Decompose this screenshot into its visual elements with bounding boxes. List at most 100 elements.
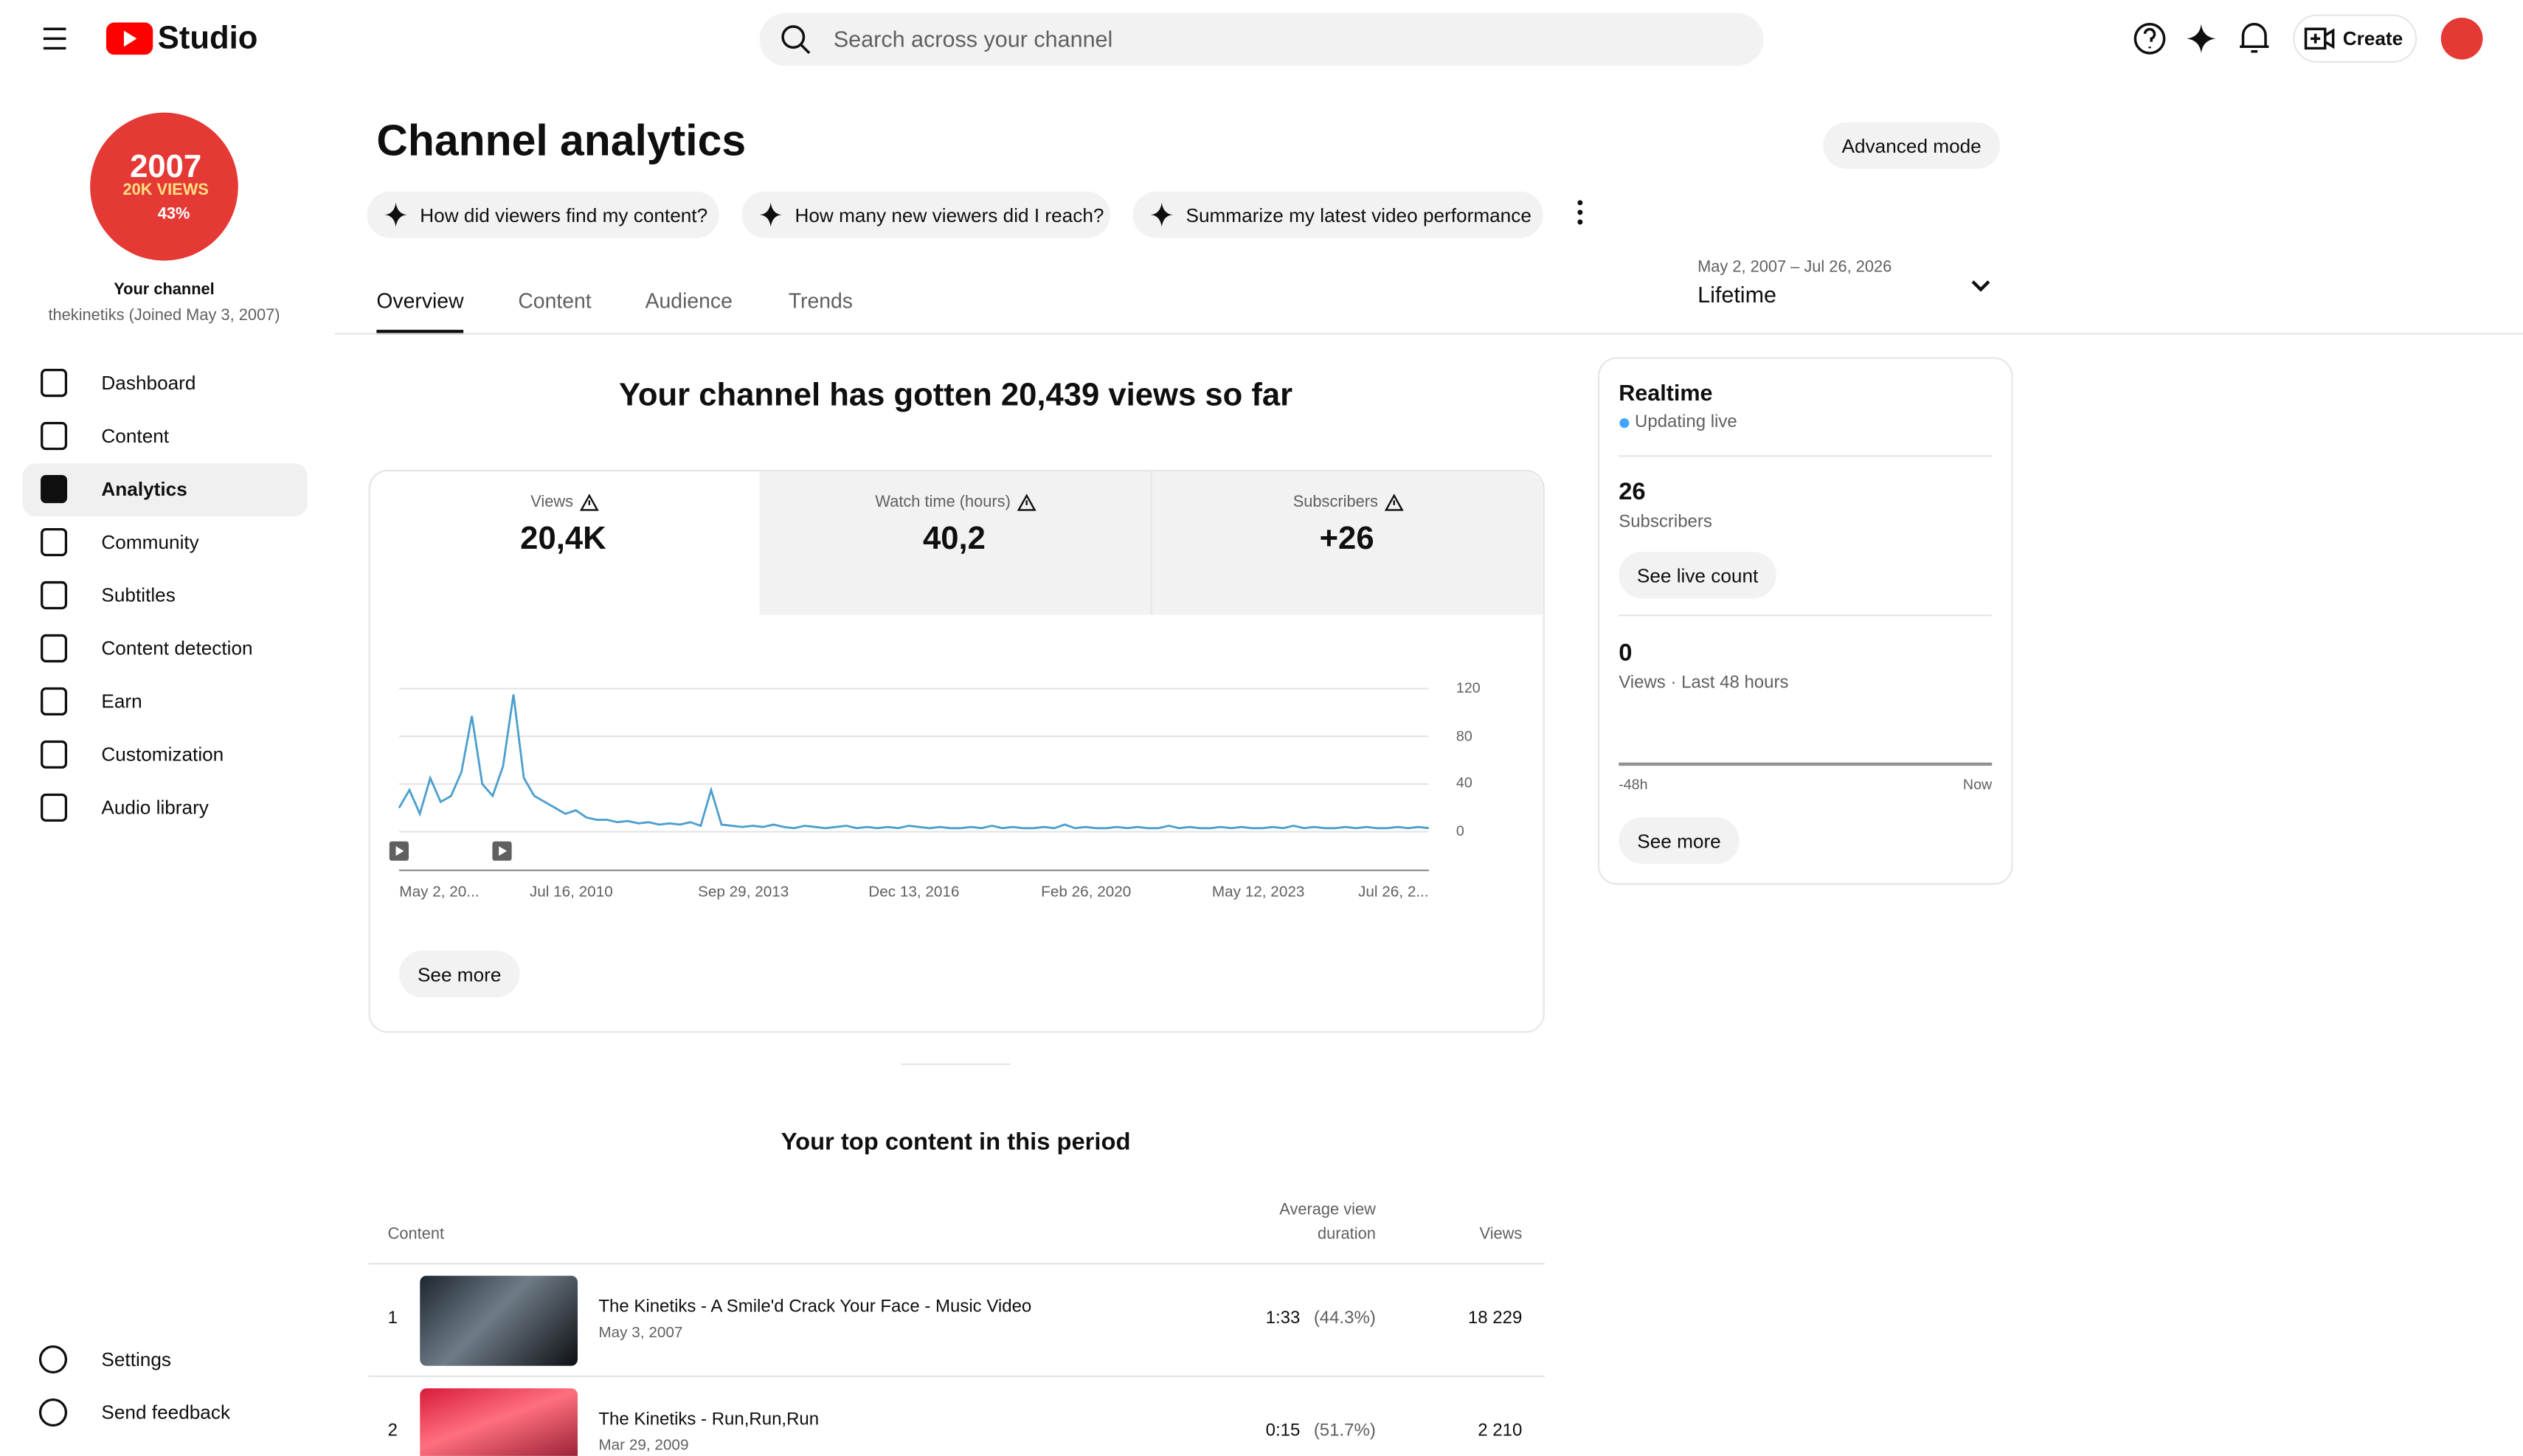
- prompt-chip[interactable]: [1132, 191, 1543, 238]
- nav-icon: [41, 474, 68, 504]
- x-tick-label: Jul 26, 2...: [1358, 883, 1429, 901]
- metric-label: Watch time (hours): [875, 493, 1011, 512]
- tab[interactable]: Overview: [376, 288, 464, 313]
- chip-sparkle: [759, 202, 783, 227]
- page-title: Channel analytics: [376, 117, 747, 165]
- realtime-views: 0: [1619, 639, 1633, 668]
- y-tick-label: 40: [1456, 774, 1472, 791]
- y-tick-label: 0: [1456, 822, 1464, 839]
- y-tick-label: 120: [1456, 679, 1481, 696]
- nav-item[interactable]: Customization: [101, 743, 224, 766]
- video-date: May 3, 2007: [598, 1324, 683, 1342]
- nav-icon: [41, 687, 68, 716]
- channel-handle: thekinetiks (Joined May 3, 2007): [48, 307, 280, 325]
- x-tick-label: Jul 16, 2010: [529, 883, 613, 901]
- create-button[interactable]: [2293, 14, 2418, 63]
- nav-item[interactable]: Settings: [101, 1348, 171, 1371]
- chip-sparkle: [1150, 202, 1174, 227]
- nav-icon: [41, 369, 68, 398]
- column-header: Content: [387, 1226, 445, 1244]
- video-title[interactable]: The Kinetiks - A Smile'd Crack Your Face…: [598, 1297, 1032, 1317]
- nav-icon: [41, 421, 68, 451]
- tab[interactable]: Content: [518, 288, 592, 313]
- realtime-card: [1597, 357, 2013, 885]
- realtime-title: Realtime: [1619, 379, 1713, 406]
- tab[interactable]: Audience: [645, 288, 733, 313]
- create-label: Create: [2342, 27, 2403, 50]
- warning-icon: [579, 493, 599, 511]
- see-more-button[interactable]: [398, 951, 520, 998]
- duration: 0:15: [1265, 1421, 1301, 1441]
- advanced-button[interactable]: [1823, 122, 2001, 170]
- rank: 1: [387, 1308, 398, 1328]
- chip-label: How many new viewers did I reach?: [795, 203, 1104, 226]
- column-header: Views: [1479, 1226, 1523, 1244]
- column-header: duration: [1318, 1226, 1376, 1244]
- nav-item[interactable]: Dashboard: [101, 371, 196, 395]
- metric-value[interactable]: 40,2: [922, 521, 986, 557]
- nav-item[interactable]: Community: [101, 530, 199, 554]
- nav-item[interactable]: Content detection: [101, 637, 253, 660]
- channel-avatar: [90, 112, 238, 261]
- tab-underline: [376, 330, 464, 335]
- nav-icon: [41, 580, 68, 610]
- axis-label: Now: [1962, 776, 1993, 793]
- help-mark: [2143, 27, 2156, 49]
- views: 18 229: [1467, 1308, 1523, 1328]
- x-tick-label: May 12, 2023: [1211, 883, 1305, 901]
- thumbnail[interactable]: [420, 1275, 578, 1366]
- thumbnail[interactable]: [420, 1388, 578, 1456]
- duration: 1:33: [1265, 1308, 1301, 1328]
- see-more-label: See more: [1637, 829, 1721, 852]
- views-line: [398, 694, 1429, 830]
- more-dot: [1577, 200, 1583, 206]
- nav-item[interactable]: Audio library: [101, 796, 209, 819]
- avatar-year: 2007: [130, 149, 202, 185]
- chip-label: How did viewers find my content?: [420, 203, 708, 226]
- help-icon: [2133, 22, 2166, 55]
- nav-item[interactable]: Analytics: [101, 477, 187, 501]
- subscriber-label: Subscribers: [1619, 512, 1712, 532]
- nav-icon: [41, 740, 68, 769]
- short-divider: [901, 1063, 1011, 1065]
- column-header: Average view: [1279, 1202, 1376, 1220]
- warning-icon: [1384, 493, 1404, 511]
- duration-percent: (44.3%): [1313, 1308, 1376, 1328]
- views: 2 210: [1478, 1421, 1523, 1441]
- realtime-axis: [1619, 762, 1993, 766]
- rank: 2: [387, 1421, 398, 1441]
- see-more-button[interactable]: [1619, 817, 1740, 864]
- nav-item[interactable]: Subtitles: [101, 583, 176, 607]
- account-avatar: [2440, 17, 2483, 60]
- metric-label: Views: [530, 493, 574, 512]
- card-line: [1619, 455, 1993, 457]
- search-icon: [781, 25, 806, 49]
- nav-item[interactable]: Send feedback: [101, 1401, 231, 1424]
- nav-item[interactable]: Earn: [101, 690, 142, 713]
- nav-selected: [22, 463, 308, 517]
- nav-icon: [41, 527, 68, 557]
- prompt-chip[interactable]: [367, 191, 719, 238]
- metric-value[interactable]: 20,4K: [520, 521, 606, 557]
- create-icon: [2304, 27, 2335, 50]
- live-dot: [1619, 418, 1630, 429]
- tab[interactable]: Trends: [788, 288, 853, 313]
- nav-item[interactable]: Content: [101, 424, 170, 448]
- live-count-button[interactable]: [1619, 552, 1776, 599]
- search-box[interactable]: [759, 13, 1764, 66]
- more-dot: [1577, 219, 1583, 225]
- video-title[interactable]: The Kinetiks - Run,Run,Run: [598, 1410, 820, 1429]
- x-tick-label: Sep 29, 2013: [698, 883, 789, 901]
- prompt-chip[interactable]: [741, 191, 1110, 238]
- summary: Your channel has gotten 20,439 views so …: [618, 378, 1293, 414]
- metric-value[interactable]: +26: [1319, 521, 1374, 557]
- table-line: [368, 1375, 1545, 1378]
- nav-icon: [41, 634, 68, 663]
- metric-sep: [1150, 471, 1152, 615]
- avatar-views: 20K VIEWS: [122, 181, 209, 200]
- axis-label: -48h: [1619, 776, 1648, 793]
- section-title: Your top content in this period: [781, 1129, 1131, 1157]
